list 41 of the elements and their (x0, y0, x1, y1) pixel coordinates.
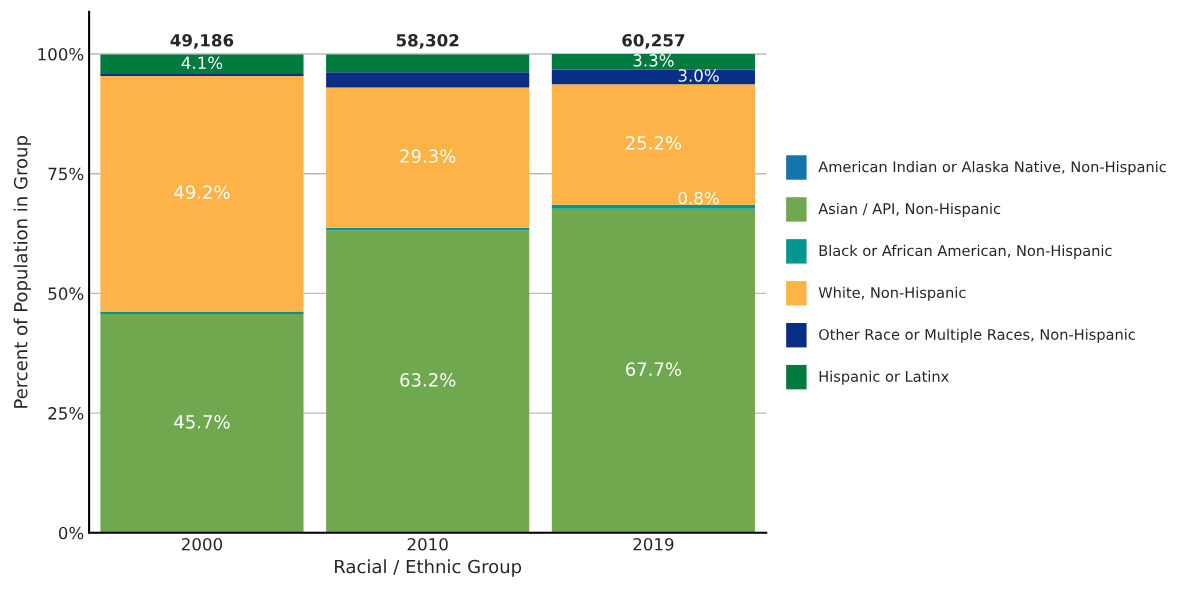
y-tick-label: 0% (58, 526, 84, 540)
legend-label: American Indian or Alaska Native, Non-Hispanic (818, 160, 1166, 176)
bar (551, 84, 755, 205)
legend-label: Hispanic or Latinx (819, 370, 949, 385)
bar (326, 54, 530, 73)
x-tick-label: 2019 (633, 537, 674, 551)
x-tick-label: 2000 (181, 537, 223, 551)
bar (326, 72, 530, 88)
data-label: 29.3% (400, 149, 456, 163)
legend-label: Asian / API, Non-Hispanic (818, 202, 1001, 218)
x-tick-label: 2010 (407, 537, 448, 551)
x-axis-title: Racial / Ethnic Group (335, 559, 522, 577)
bar (551, 208, 755, 533)
data-label: 0.8% (678, 191, 719, 205)
data-label: 67.7% (625, 362, 682, 376)
data-label: 25.2% (626, 136, 682, 150)
bar (100, 76, 304, 312)
annotation: 49,186 (170, 33, 234, 49)
bar (100, 54, 304, 75)
y-tick-label: 100% (38, 47, 84, 61)
y-axis-title: Percent of Population in Group (13, 136, 32, 408)
legend-label: White, Non-Hispanic (818, 286, 966, 301)
data-label: 3.3% (633, 54, 674, 67)
data-label: 45.7% (174, 414, 230, 429)
bar (100, 313, 304, 533)
bar (551, 53, 755, 70)
bar (326, 230, 530, 533)
data-label: 3.0% (678, 69, 719, 82)
annotation: 58,302 (396, 33, 459, 49)
data-label: 4.1% (181, 56, 223, 70)
bar (551, 69, 755, 85)
legend-label: Other Race or Multiple Races, Non-Hispanic (819, 328, 1135, 343)
y-tick-label: 50% (48, 287, 84, 300)
bar (326, 87, 530, 228)
data-label: 63.2% (400, 373, 456, 387)
y-tick-label: 25% (48, 407, 84, 420)
bar (551, 204, 755, 209)
data-label: 49.2% (174, 185, 230, 200)
y-tick-label: 75% (48, 167, 84, 181)
legend-label: Black or African American, Non-Hispanic (819, 244, 1112, 259)
annotation: 60,257 (622, 33, 685, 49)
